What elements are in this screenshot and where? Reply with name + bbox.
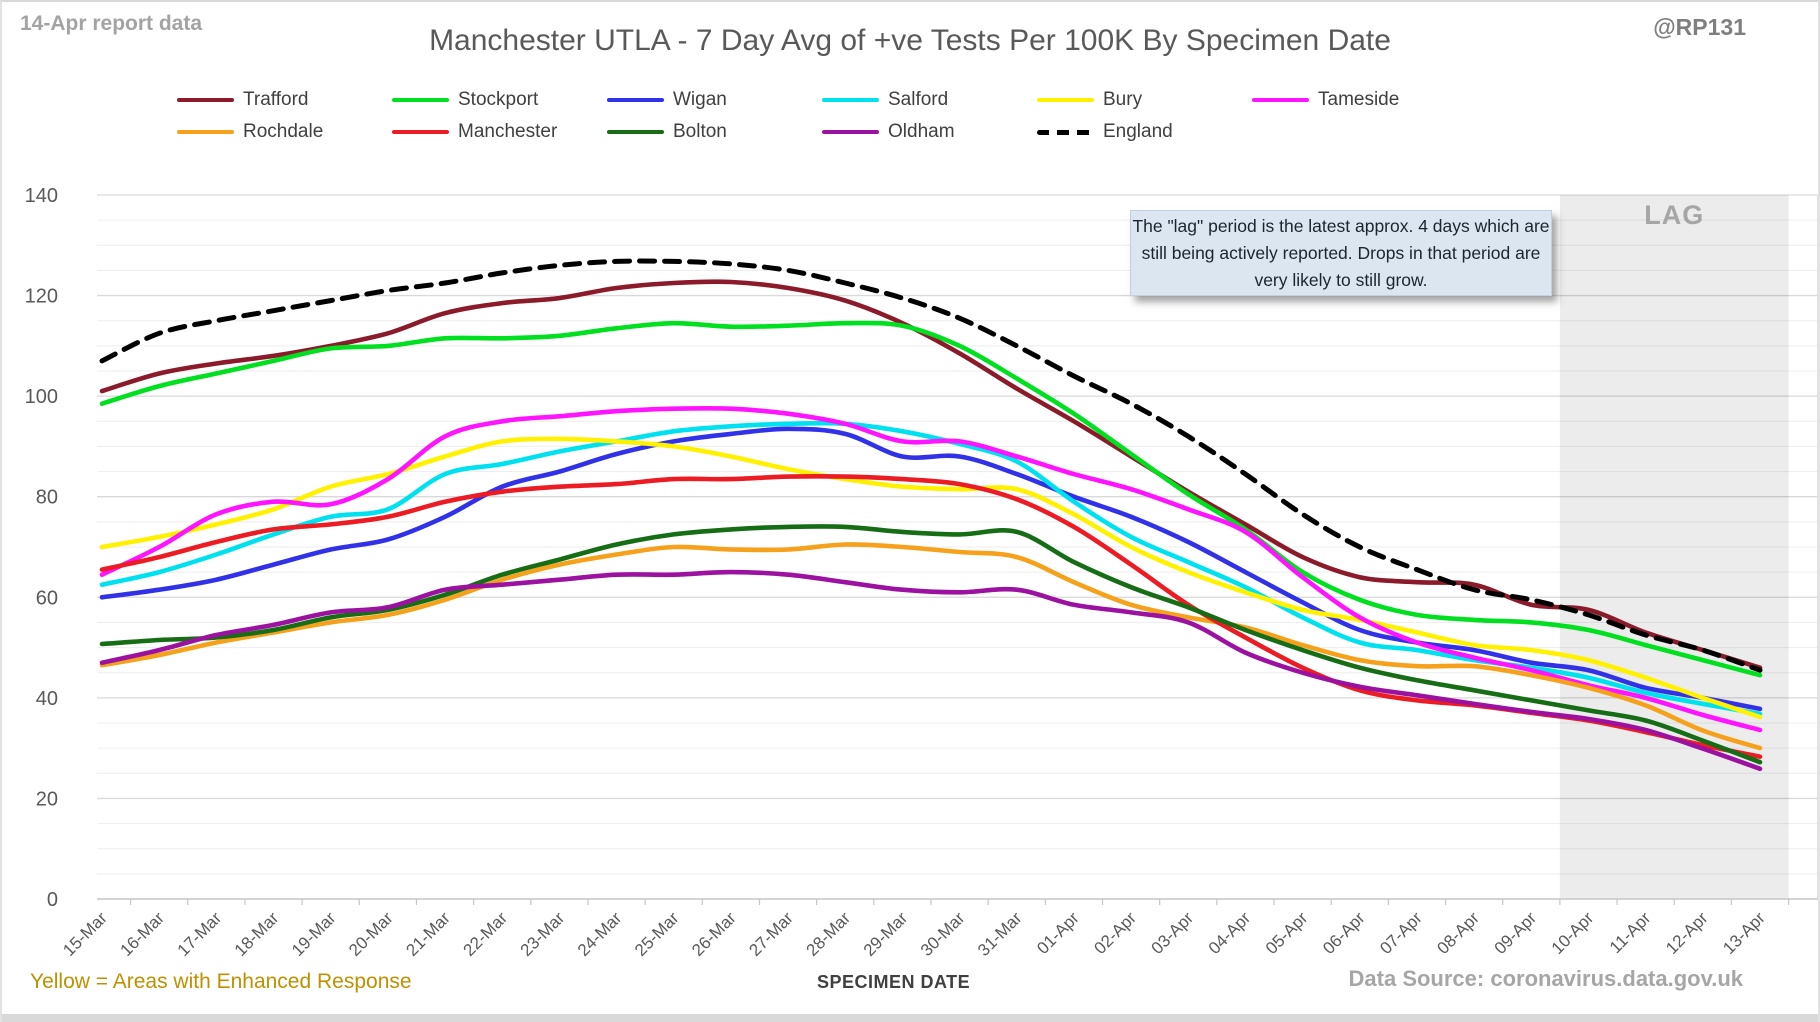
page-title: Manchester UTLA - 7 Day Avg of +ve Tests… [429, 24, 1391, 57]
x-tick-label: 04-Apr [1205, 908, 1255, 958]
series-line-bury [99, 436, 1763, 720]
x-tick-label: 31-Mar [974, 908, 1026, 960]
legend-swatch-bury [1037, 97, 1094, 103]
legend-swatch-salford [822, 97, 879, 103]
y-tick-label: 80 [36, 487, 58, 509]
legend-item-oldham: Oldham [822, 121, 1037, 143]
x-tick-label: 01-Apr [1033, 908, 1083, 958]
data-source-note: Data Source: coronavirus.data.gov.uk [1348, 966, 1743, 991]
x-tick-label: 17-Mar [174, 908, 226, 960]
x-tick-label: 26-Mar [688, 908, 740, 960]
legend-swatch-oldham [822, 129, 879, 135]
x-tick-label: 25-Mar [631, 908, 683, 960]
legend-label: England [1103, 121, 1173, 142]
y-tick-label: 0 [47, 889, 58, 911]
series-line-trafford [99, 279, 1763, 670]
x-tick-label: 23-Mar [517, 908, 569, 960]
series-line-stockport [99, 320, 1763, 678]
x-tick-label: 10-Apr [1548, 908, 1598, 958]
y-tick-label: 60 [36, 587, 58, 609]
legend-item-bolton: Bolton [607, 121, 822, 143]
y-tick-label: 20 [36, 788, 58, 810]
legend-item-stockport: Stockport [392, 89, 607, 111]
legend-swatch-stockport [392, 97, 449, 103]
legend-swatch-trafford [177, 97, 234, 103]
x-tick-label: 19-Mar [288, 908, 340, 960]
x-tick-label: 11-Apr [1606, 908, 1655, 957]
x-tick-label: 09-Apr [1491, 908, 1541, 958]
legend-swatch-tameside [1252, 97, 1309, 103]
x-tick-label: 05-Apr [1262, 908, 1312, 958]
legend-label: Bury [1103, 89, 1143, 110]
x-tick-label: 02-Apr [1090, 908, 1140, 958]
x-tick-label: 08-Apr [1433, 908, 1483, 958]
y-tick-label: 40 [36, 688, 58, 710]
x-tick-label: 12-Apr [1662, 908, 1712, 958]
legend-label: Manchester [458, 121, 558, 142]
x-tick-label: 06-Apr [1319, 908, 1369, 958]
legend-item-manchester: Manchester [392, 121, 607, 143]
series-line-tameside [99, 405, 1763, 733]
y-tick-label: 140 [25, 185, 58, 207]
legend-item-salford: Salford [822, 89, 1037, 111]
x-tick-label: 13-Apr [1719, 908, 1769, 958]
legend-swatch-manchester [392, 129, 449, 135]
legend-label: Bolton [673, 121, 727, 142]
x-axis-title: SPECIMEN DATE [817, 972, 971, 992]
y-tick-label: 100 [25, 386, 58, 408]
author-handle: @RP131 [1653, 14, 1746, 40]
legend-swatch-rochdale [177, 129, 234, 135]
legend-label: Trafford [243, 89, 309, 110]
lag-region [1559, 194, 1789, 900]
chart-legend: Trafford Stockport Wigan Salford Bury Tamesid… [177, 84, 1467, 148]
legend-label: Salford [888, 89, 949, 110]
legend-label: Stockport [458, 89, 539, 110]
legend-swatch-england [1037, 129, 1094, 135]
bottom-border-strip [2, 1014, 1818, 1022]
x-tick-label: 21-Mar [402, 908, 454, 960]
x-tick-label: 16-Mar [116, 908, 168, 960]
x-tick-label: 28-Mar [803, 908, 855, 960]
x-tick-label: 07-Apr [1376, 908, 1426, 958]
series-line-bolton [99, 524, 1763, 765]
x-tick-label: 29-Mar [860, 908, 912, 960]
enhanced-response-note: Yellow = Areas with Enhanced Response [30, 970, 412, 993]
legend-item-england: England [1037, 121, 1252, 143]
legend-item-bury: Bury [1037, 89, 1252, 111]
series-line-oldham [99, 569, 1763, 772]
series-line-wigan [99, 426, 1763, 712]
legend-swatch-bolton [607, 129, 664, 135]
legend-label: Oldham [888, 121, 955, 142]
x-tick-label: 15-Mar [59, 908, 111, 960]
y-tick-label: 120 [25, 286, 58, 308]
x-tick-label: 20-Mar [345, 908, 397, 960]
series-line-salford [99, 420, 1763, 717]
x-tick-label: 22-Mar [460, 908, 512, 960]
x-tick-label: 27-Mar [745, 908, 797, 960]
lag-annotation-box: The "lag" period is the latest approx. 4… [1130, 210, 1552, 296]
series-line-england [99, 258, 1763, 673]
lag-region-label: LAG [1644, 200, 1704, 230]
legend-item-trafford: Trafford [177, 89, 392, 111]
legend-label: Tameside [1318, 89, 1400, 110]
legend-swatch-wigan [607, 97, 664, 103]
x-tick-label: 03-Apr [1148, 908, 1198, 958]
report-date-note: 14-Apr report data [20, 12, 203, 35]
legend-label: Rochdale [243, 121, 324, 142]
legend-item-wigan: Wigan [607, 89, 822, 111]
x-tick-label: 18-Mar [231, 908, 283, 960]
x-tick-label: 30-Mar [917, 908, 969, 960]
x-tick-label: 24-Mar [574, 908, 626, 960]
series-line-rochdale [99, 542, 1763, 751]
legend-item-rochdale: Rochdale [177, 121, 392, 143]
legend-label: Wigan [673, 89, 727, 110]
legend-item-tameside: Tameside [1252, 89, 1467, 111]
